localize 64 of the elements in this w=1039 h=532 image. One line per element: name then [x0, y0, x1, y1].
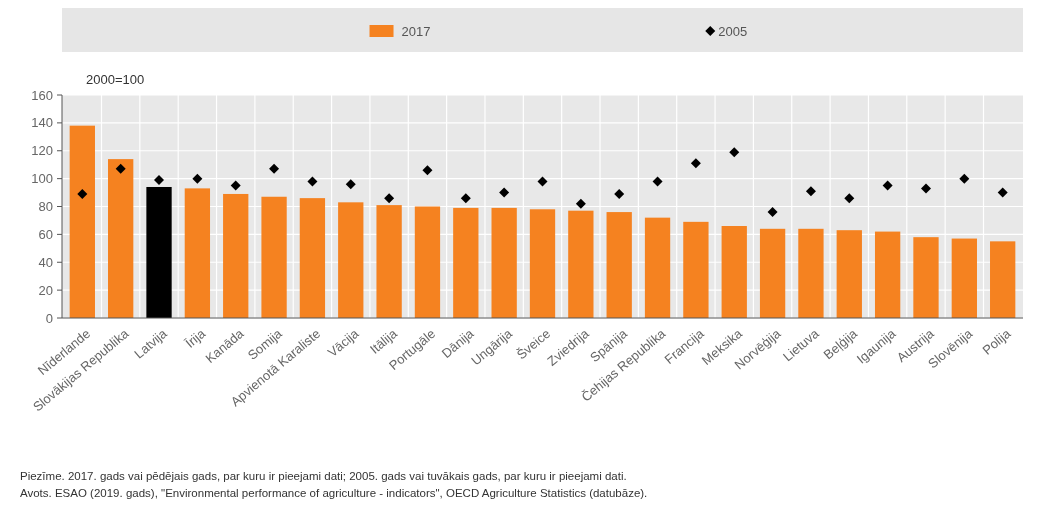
point [652, 176, 663, 187]
bar [529, 209, 556, 318]
bar [990, 241, 1016, 318]
bar [376, 205, 402, 318]
point [537, 176, 548, 187]
bar [683, 221, 709, 318]
point [77, 188, 88, 199]
point [882, 180, 893, 191]
bar [184, 188, 211, 318]
y-tick-label: 160 [31, 87, 53, 103]
point [844, 193, 855, 204]
y-tick-label: 20 [38, 282, 53, 298]
bar [644, 217, 671, 318]
point [269, 163, 280, 174]
bar [69, 125, 95, 318]
bar [338, 202, 364, 318]
y-axis-title: 2000=100 [86, 72, 145, 87]
point [154, 175, 165, 186]
point [115, 163, 126, 174]
legend-label: 2005 [718, 24, 748, 39]
bar [721, 226, 747, 318]
bar [414, 206, 441, 318]
point [192, 173, 203, 184]
legend-label: 2017 [401, 24, 431, 39]
bar [568, 210, 594, 318]
point [920, 183, 931, 194]
y-tick-label: 80 [38, 199, 53, 215]
point [384, 193, 395, 204]
point [307, 176, 318, 187]
bar [759, 228, 786, 318]
point [690, 158, 701, 169]
point [767, 207, 778, 218]
bar [261, 196, 287, 318]
bar [836, 230, 862, 318]
text: Avots. ESAO (2019. gads), "Environmental performance of agriculture - indicators", OECD Agriculture Statistics (datubāze). [20, 487, 648, 499]
bar [951, 238, 977, 318]
point [997, 187, 1008, 198]
point [499, 187, 510, 198]
bar [798, 228, 824, 318]
point [230, 180, 241, 191]
y-tick-label: 60 [38, 226, 53, 242]
y-tick-label: 0 [45, 310, 53, 326]
bar [491, 207, 517, 318]
bar [874, 231, 901, 318]
y-tick-label: 120 [31, 143, 53, 159]
bar [108, 159, 134, 318]
point [805, 186, 816, 197]
y-tick-label: 140 [31, 115, 53, 131]
y-tick-label: 100 [31, 171, 53, 187]
point [614, 188, 625, 199]
bar [453, 207, 479, 318]
bar [223, 193, 249, 318]
bar [606, 212, 632, 318]
y-tick-label: 40 [38, 254, 53, 270]
text: Piezīme. 2017. gads vai pēdējais gads, par kuru ir pieejami dati; 2005. gads vai tuvākais gads, par kuru ir pieejami dati. [20, 470, 627, 482]
point [422, 165, 433, 176]
x-tick-label: Īrija [182, 325, 209, 351]
point [345, 179, 356, 190]
point [575, 198, 586, 209]
point [959, 173, 970, 184]
bar [299, 198, 326, 318]
bar [913, 237, 939, 318]
point [460, 193, 471, 204]
point [729, 147, 740, 158]
